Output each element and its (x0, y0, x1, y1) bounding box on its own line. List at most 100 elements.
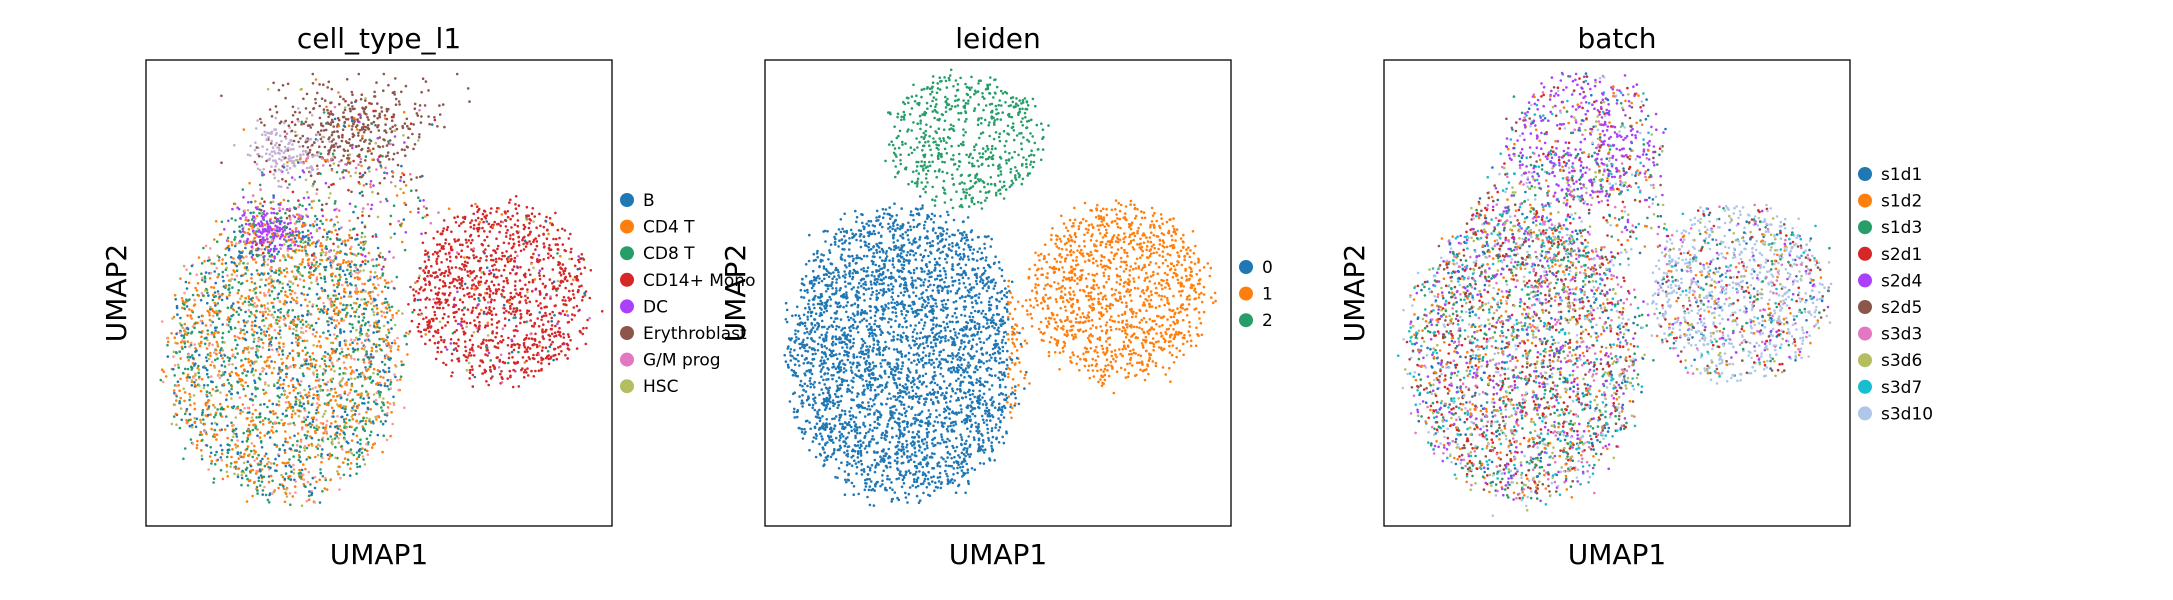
scatter-point (325, 488, 329, 491)
scatter-point (298, 231, 301, 235)
scatter-point (237, 289, 240, 292)
scatter-point (395, 275, 399, 279)
scatter-point (278, 299, 281, 303)
scatter-point (215, 385, 218, 389)
scatter-point (432, 319, 435, 323)
scatter-point (339, 330, 342, 334)
scatter-point (397, 219, 401, 223)
scatter-point (238, 262, 241, 265)
scatter-point (557, 346, 560, 349)
scatter-point (337, 322, 341, 325)
scatter-point (389, 127, 392, 130)
scatter-point (318, 104, 322, 108)
scatter-point (366, 167, 370, 170)
scatter-point (390, 119, 394, 122)
scatter-point (376, 117, 379, 120)
scatter-point (254, 233, 258, 237)
scatter-point (581, 257, 585, 260)
scatter-point (584, 342, 588, 346)
scatter-point (267, 384, 270, 387)
scatter-point (306, 400, 310, 403)
scatter-point (440, 261, 443, 264)
scatter-point (336, 285, 339, 289)
scatter-point (369, 353, 373, 356)
scatter-point (375, 304, 379, 307)
scatter-point (282, 342, 285, 346)
scatter-point (479, 359, 483, 362)
scatter-point (485, 380, 488, 383)
scatter-point (252, 340, 256, 344)
scatter-point (483, 272, 486, 276)
scatter-point (241, 230, 245, 233)
scatter-point (392, 403, 396, 407)
scatter-point (283, 477, 287, 481)
scatter-point (249, 298, 253, 301)
scatter-point (368, 142, 371, 145)
scatter-point (432, 237, 436, 240)
scatter-point (308, 287, 311, 290)
scatter-point (325, 232, 329, 236)
scatter-point (429, 289, 433, 292)
scatter-point (363, 463, 367, 466)
scatter-point (326, 380, 330, 384)
scatter-point (306, 146, 310, 149)
scatter-point (308, 355, 312, 359)
scatter-point (293, 315, 297, 319)
scatter-point (487, 383, 491, 387)
scatter-point (542, 242, 546, 245)
scatter-point (321, 378, 325, 382)
scatter-point (295, 397, 298, 401)
scatter-point (220, 459, 224, 462)
scatter-point (568, 299, 571, 302)
scatter-point (361, 371, 364, 375)
scatter-point (307, 264, 311, 267)
scatter-point (262, 251, 265, 255)
scatter-point (500, 370, 503, 373)
scatter-point (276, 416, 279, 419)
scatter-point (394, 124, 397, 127)
scatter-point (553, 304, 557, 308)
scatter-point (447, 293, 451, 297)
scatter-point (456, 322, 460, 326)
scatter-point (364, 105, 368, 109)
scatter-point (566, 321, 570, 324)
scatter-point (272, 194, 275, 197)
scatter-point (386, 378, 390, 382)
scatter-point (225, 398, 228, 402)
scatter-point (176, 313, 179, 316)
scatter-point (249, 144, 252, 148)
scatter-point (316, 447, 320, 450)
scatter-point (297, 140, 300, 144)
scatter-point (303, 358, 306, 361)
scatter-point (183, 322, 187, 326)
scatter-point (355, 462, 359, 466)
scatter-point (461, 327, 464, 330)
scatter-point (559, 266, 562, 270)
scatter-point (345, 356, 348, 359)
scatter-point (472, 256, 476, 260)
scatter-point (224, 247, 228, 251)
scatter-point (348, 418, 351, 422)
scatter-point (248, 181, 251, 185)
scatter-point (349, 354, 353, 358)
scatter-point (353, 310, 356, 314)
scatter-point (319, 122, 323, 125)
scatter-point (309, 174, 313, 177)
scatter-point (350, 425, 353, 429)
scatter-point (327, 230, 331, 233)
scatter-point (511, 238, 515, 241)
scatter-point (362, 316, 366, 319)
scatter-point (378, 181, 382, 185)
scatter-point (189, 438, 193, 441)
scatter-point (269, 462, 273, 465)
scatter-point (361, 384, 364, 388)
scatter-point (214, 411, 218, 415)
scatter-point (529, 332, 532, 336)
scatter-point (218, 402, 222, 406)
scatter-point (417, 276, 421, 280)
scatter-point (194, 425, 198, 429)
scatter-point (356, 233, 359, 237)
scatter-point (321, 222, 324, 226)
scatter-point (375, 258, 379, 261)
scatter-point (307, 444, 311, 447)
